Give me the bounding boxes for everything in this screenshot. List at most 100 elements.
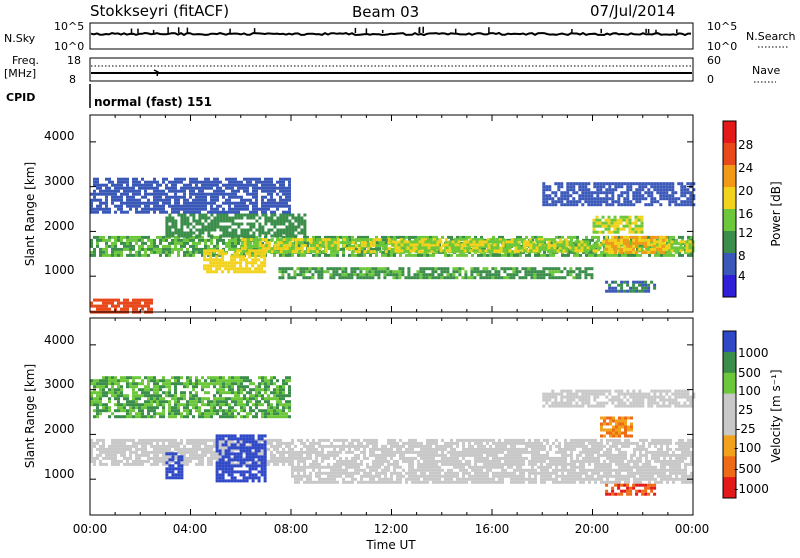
data-cell bbox=[279, 184, 282, 187]
data-cell bbox=[231, 211, 234, 214]
data-cell bbox=[237, 184, 240, 187]
data-cell bbox=[201, 184, 204, 187]
data-cell bbox=[292, 238, 295, 241]
data-cell bbox=[288, 454, 291, 457]
data-cell bbox=[159, 239, 162, 242]
data-cell bbox=[156, 251, 159, 254]
data-cell bbox=[504, 254, 507, 257]
data-cell bbox=[605, 191, 608, 194]
data-cell bbox=[273, 254, 276, 257]
data-cell bbox=[253, 241, 256, 244]
data-cell bbox=[576, 454, 579, 457]
data-cell bbox=[255, 187, 258, 190]
data-cell bbox=[560, 240, 563, 243]
data-cell bbox=[337, 238, 340, 241]
data-cell bbox=[192, 205, 195, 208]
data-cell bbox=[288, 226, 291, 229]
data-cell bbox=[201, 439, 204, 442]
data-cell bbox=[230, 264, 233, 267]
data-cell bbox=[446, 273, 449, 276]
data-cell bbox=[528, 439, 531, 442]
data-cell bbox=[285, 178, 288, 181]
data-cell bbox=[174, 205, 177, 208]
data-cell bbox=[300, 439, 303, 442]
data-cell bbox=[621, 254, 624, 257]
data-cell bbox=[548, 270, 551, 273]
data-cell bbox=[606, 254, 609, 257]
data-cell bbox=[542, 246, 545, 249]
data-cell bbox=[135, 299, 138, 302]
data-cell bbox=[671, 246, 674, 249]
data-cell bbox=[162, 454, 165, 457]
data-cell bbox=[668, 200, 671, 203]
data-cell bbox=[276, 451, 279, 454]
data-cell bbox=[280, 241, 283, 244]
data-cell bbox=[282, 457, 285, 460]
data-cell bbox=[473, 240, 476, 243]
data-cell bbox=[195, 245, 198, 248]
data-cell bbox=[228, 248, 231, 251]
data-cell bbox=[102, 305, 105, 308]
data-cell bbox=[294, 457, 297, 460]
data-cell bbox=[221, 249, 224, 252]
data-cell bbox=[471, 254, 474, 257]
data-cell bbox=[288, 178, 291, 181]
data-cell bbox=[108, 187, 111, 190]
data-cell bbox=[126, 302, 129, 305]
data-cell bbox=[209, 261, 212, 264]
data-cell bbox=[246, 187, 249, 190]
data-cell bbox=[530, 246, 533, 249]
data-cell bbox=[135, 205, 138, 208]
data-cell bbox=[492, 454, 495, 457]
data-cell bbox=[396, 463, 399, 466]
data-cell bbox=[99, 205, 102, 208]
data-cell bbox=[392, 276, 395, 279]
data-cell bbox=[465, 463, 468, 466]
data-cell bbox=[189, 184, 192, 187]
data-cell bbox=[228, 239, 231, 242]
data-cell bbox=[264, 232, 267, 235]
nsky-tick-bottom: 10^0 bbox=[54, 40, 84, 53]
data-cell bbox=[362, 273, 365, 276]
data-cell bbox=[393, 445, 396, 448]
data-cell bbox=[273, 211, 276, 214]
data-cell bbox=[306, 445, 309, 448]
data-cell bbox=[650, 236, 653, 239]
data-cell bbox=[587, 203, 590, 206]
data-cell bbox=[382, 244, 385, 247]
data-cell bbox=[543, 460, 546, 463]
data-cell bbox=[521, 249, 524, 252]
data-cell bbox=[542, 267, 545, 270]
data-cell bbox=[111, 305, 114, 308]
data-cell bbox=[180, 451, 183, 454]
data-cell bbox=[279, 454, 282, 457]
data-cell bbox=[346, 241, 349, 244]
data-cell bbox=[566, 270, 569, 273]
data-cell bbox=[242, 267, 245, 270]
data-cell bbox=[141, 460, 144, 463]
data-cell bbox=[129, 236, 132, 239]
data-cell bbox=[548, 194, 551, 197]
data-cell bbox=[462, 457, 465, 460]
data-cell bbox=[641, 251, 644, 254]
data-cell bbox=[331, 247, 334, 250]
station-title: Stokkseyri (fitACF) bbox=[90, 2, 229, 20]
data-cell bbox=[665, 248, 668, 251]
data-cell bbox=[498, 439, 501, 442]
data-cell bbox=[183, 239, 186, 242]
data-cell bbox=[530, 273, 533, 276]
data-cell bbox=[111, 448, 114, 451]
data-cell bbox=[344, 273, 347, 276]
data-cell bbox=[230, 255, 233, 258]
data-cell bbox=[447, 442, 450, 445]
data-cell bbox=[423, 451, 426, 454]
data-cell bbox=[617, 284, 620, 287]
data-cell bbox=[369, 451, 372, 454]
data-cell bbox=[201, 442, 204, 445]
data-cell bbox=[626, 194, 629, 197]
data-cell bbox=[276, 193, 279, 196]
data-cell bbox=[189, 460, 192, 463]
data-cell bbox=[123, 299, 126, 302]
data-cell bbox=[431, 273, 434, 276]
data-cell bbox=[257, 252, 260, 255]
